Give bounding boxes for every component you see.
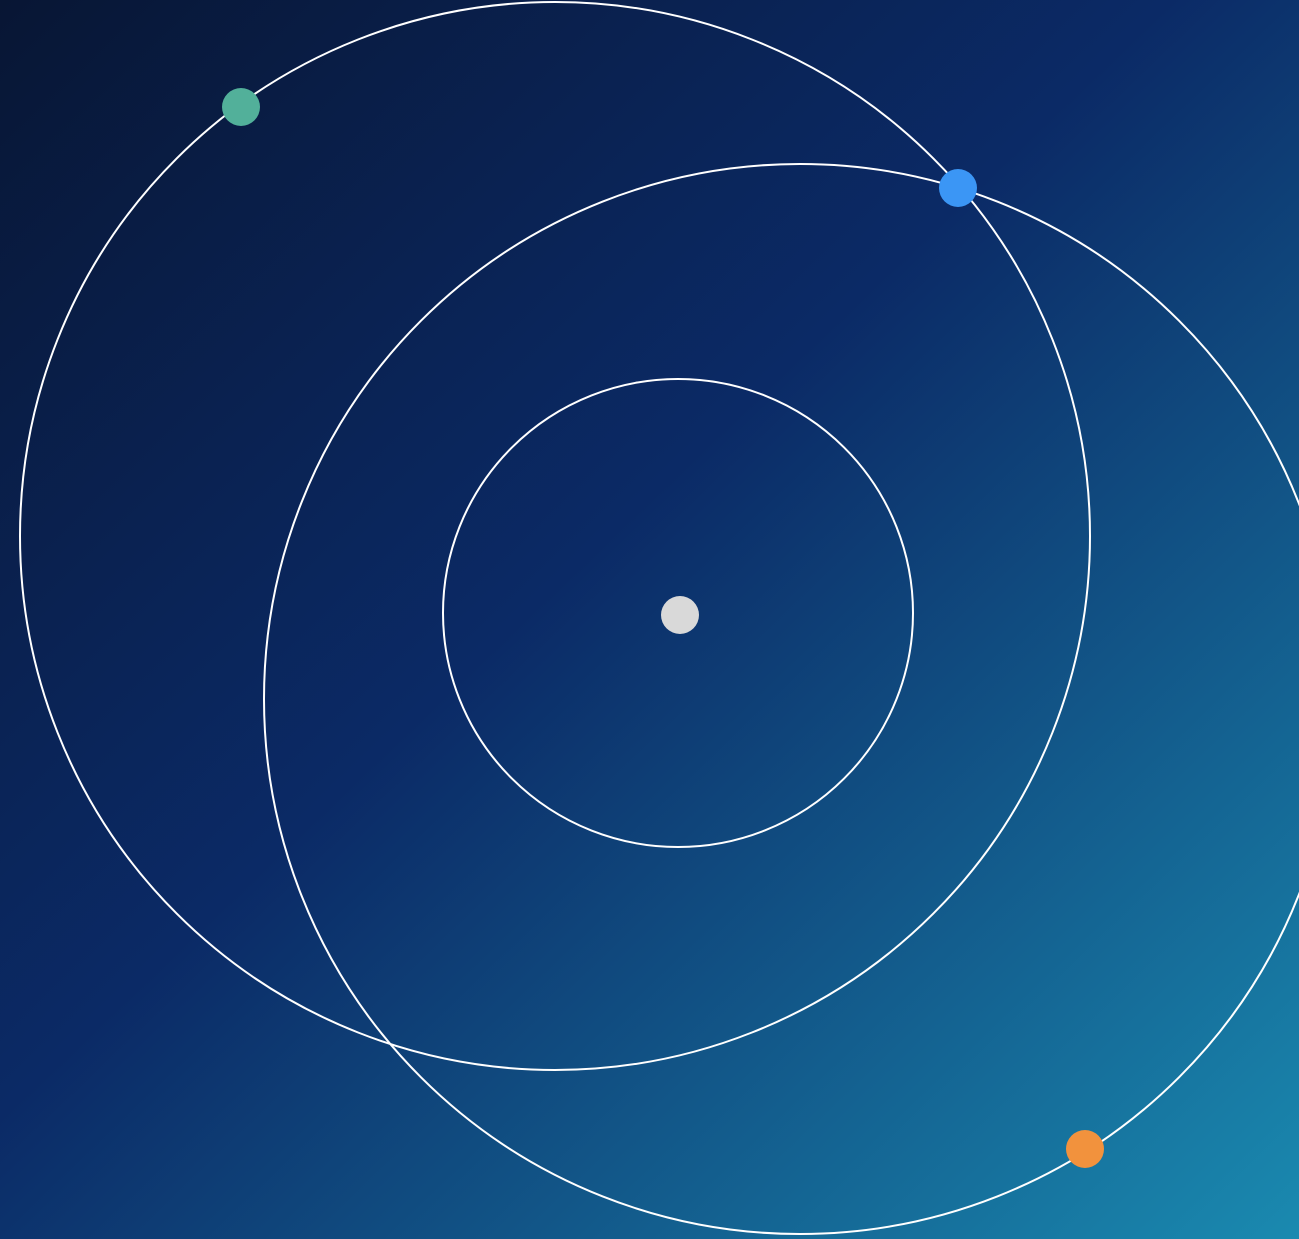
orbit-outer-right (263, 163, 1299, 1235)
orbit-inner (442, 378, 914, 848)
green-body (222, 88, 260, 126)
center-body (661, 596, 699, 634)
blue-body (939, 169, 977, 207)
orbit-outer-left (19, 1, 1091, 1071)
orange-body (1066, 1130, 1104, 1168)
